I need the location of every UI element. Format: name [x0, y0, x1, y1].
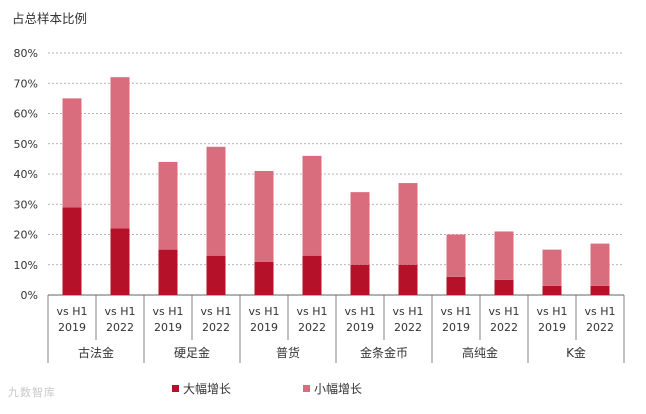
x-sub-label-line2: 2022 — [586, 321, 614, 334]
bar-segment-small-growth — [590, 243, 610, 286]
bar-segment-small-growth — [254, 170, 274, 262]
bar-segment-small-growth — [542, 249, 562, 286]
x-sub-label-line2: 2019 — [58, 321, 86, 334]
x-sub-label-line1: vs H1 — [56, 305, 87, 318]
bar-segment-small-growth — [62, 98, 82, 208]
x-sub-label-line2: 2019 — [154, 321, 182, 334]
bar-segment-large-growth — [398, 264, 418, 295]
x-sub-label-line1: vs H1 — [392, 305, 423, 318]
x-sub-label-line2: 2022 — [490, 321, 518, 334]
x-sub-label-line1: vs H1 — [488, 305, 519, 318]
x-sub-label-line2: 2022 — [298, 321, 326, 334]
x-sub-label-line1: vs H1 — [440, 305, 471, 318]
bar-segment-large-growth — [542, 285, 562, 295]
y-tick-label: 30% — [14, 198, 38, 211]
y-tick-label: 40% — [14, 168, 38, 181]
x-sub-label-line1: vs H1 — [248, 305, 279, 318]
y-tick-label: 0% — [21, 289, 38, 302]
legend-swatch — [303, 385, 310, 392]
y-tick-label: 80% — [14, 47, 38, 60]
x-sub-label-line2: 2019 — [442, 321, 470, 334]
legend-swatch — [172, 385, 179, 392]
x-sub-label-line1: vs H1 — [104, 305, 135, 318]
y-tick-label: 70% — [14, 77, 38, 90]
bar-segment-small-growth — [110, 77, 130, 229]
bar-segment-large-growth — [302, 255, 322, 295]
y-tick-label: 20% — [14, 229, 38, 242]
chart-title: 占总样本比例 — [12, 11, 87, 26]
x-sub-label-line2: 2022 — [394, 321, 422, 334]
y-tick-label: 10% — [14, 259, 38, 272]
watermark: 九数智库 — [8, 386, 56, 399]
bar-segment-large-growth — [62, 207, 82, 295]
bar-segment-large-growth — [494, 279, 514, 295]
bar-segment-small-growth — [302, 155, 322, 256]
x-sub-label-line2: 2022 — [202, 321, 230, 334]
bar-segment-small-growth — [158, 161, 178, 250]
bar-segment-large-growth — [158, 249, 178, 295]
bar-segment-small-growth — [398, 183, 418, 265]
x-group-label: K金 — [566, 345, 586, 360]
x-sub-label-line2: 2019 — [346, 321, 374, 334]
bar-segment-large-growth — [110, 228, 130, 295]
bar-segment-large-growth — [590, 285, 610, 295]
x-sub-label-line2: 2019 — [538, 321, 566, 334]
bar-segment-small-growth — [494, 231, 514, 280]
x-group-label: 高纯金 — [462, 345, 498, 360]
bar-segment-large-growth — [350, 264, 370, 295]
bar-segment-large-growth — [206, 255, 226, 295]
bar-segment-large-growth — [254, 261, 274, 295]
x-sub-label-line1: vs H1 — [344, 305, 375, 318]
x-group-label: 硬足金 — [174, 345, 210, 360]
x-sub-label-line1: vs H1 — [200, 305, 231, 318]
x-sub-label-line2: 2019 — [250, 321, 278, 334]
x-group-label: 古法金 — [78, 345, 114, 360]
bar-segment-small-growth — [350, 192, 370, 265]
x-group-label: 普货 — [276, 345, 300, 360]
x-sub-label-line2: 2022 — [106, 321, 134, 334]
bar-segment-small-growth — [206, 146, 226, 256]
x-group-label: 金条金币 — [360, 345, 408, 360]
y-tick-label: 50% — [14, 138, 38, 151]
x-sub-label-line1: vs H1 — [296, 305, 327, 318]
bar-segment-small-growth — [446, 234, 466, 277]
legend-label: 大幅增长 — [183, 381, 231, 396]
legend-label: 小幅增长 — [314, 381, 362, 396]
y-tick-label: 60% — [14, 108, 38, 121]
bar-segment-large-growth — [446, 276, 466, 295]
x-sub-label-line1: vs H1 — [152, 305, 183, 318]
x-sub-label-line1: vs H1 — [584, 305, 615, 318]
x-sub-label-line1: vs H1 — [536, 305, 567, 318]
